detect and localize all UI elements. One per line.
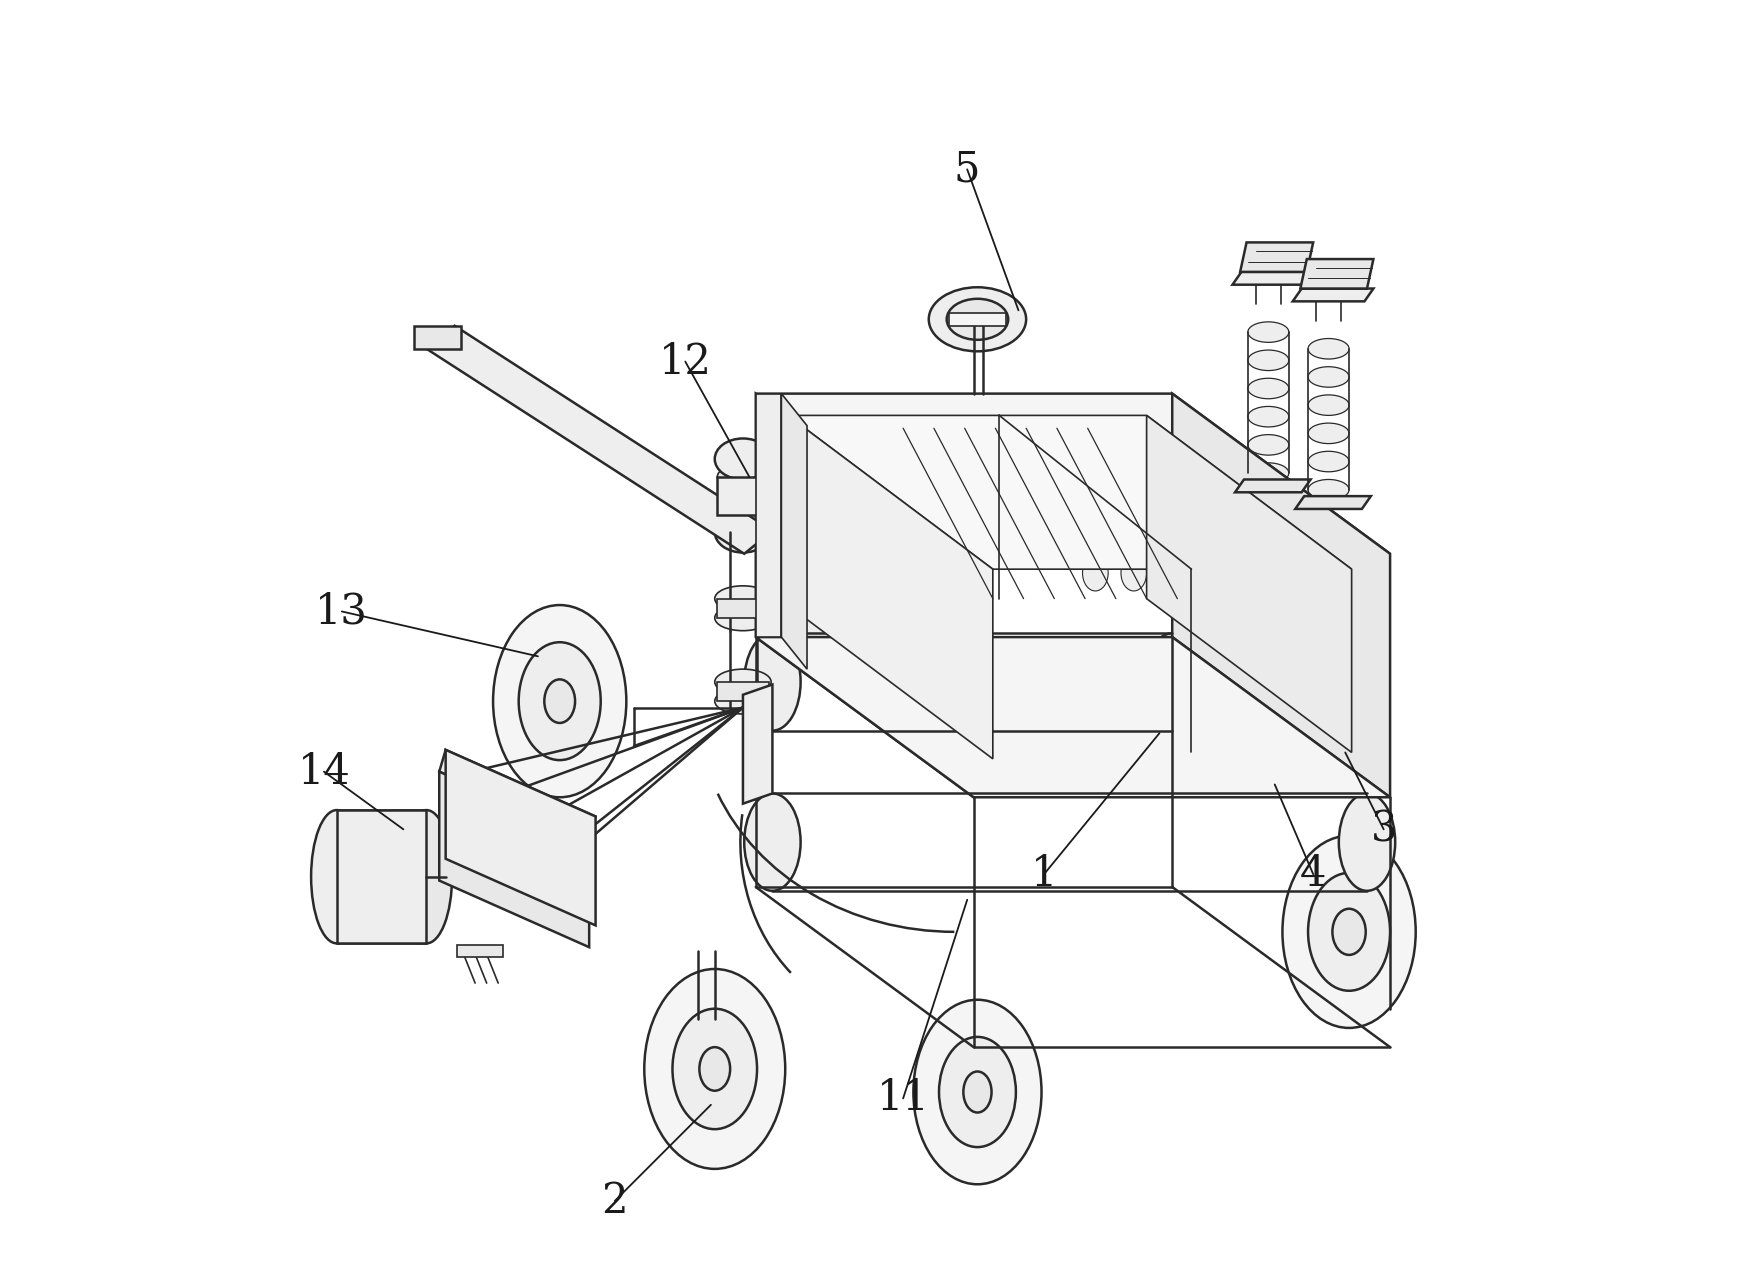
- Polygon shape: [426, 326, 772, 553]
- Ellipse shape: [1307, 367, 1350, 387]
- Ellipse shape: [544, 891, 565, 919]
- Ellipse shape: [1248, 322, 1288, 342]
- Text: 11: 11: [878, 1077, 930, 1120]
- Text: 14: 14: [298, 750, 351, 793]
- Ellipse shape: [813, 403, 942, 577]
- Polygon shape: [742, 685, 772, 803]
- Polygon shape: [756, 394, 781, 637]
- Text: 1: 1: [1030, 853, 1057, 896]
- Ellipse shape: [1307, 452, 1350, 472]
- Polygon shape: [414, 326, 462, 349]
- Ellipse shape: [718, 465, 769, 490]
- Ellipse shape: [1248, 435, 1288, 456]
- Polygon shape: [458, 945, 504, 958]
- Polygon shape: [788, 416, 1351, 569]
- Polygon shape: [718, 682, 769, 701]
- Ellipse shape: [714, 586, 770, 611]
- Ellipse shape: [834, 644, 876, 664]
- Polygon shape: [1295, 495, 1371, 508]
- Ellipse shape: [834, 610, 876, 631]
- Polygon shape: [718, 598, 769, 618]
- Ellipse shape: [1307, 395, 1350, 416]
- Polygon shape: [718, 477, 769, 515]
- Ellipse shape: [834, 677, 876, 698]
- Ellipse shape: [714, 511, 770, 552]
- Polygon shape: [337, 810, 426, 943]
- Text: 3: 3: [1371, 808, 1397, 851]
- Ellipse shape: [928, 287, 1027, 351]
- Polygon shape: [1300, 259, 1374, 288]
- Polygon shape: [1232, 272, 1313, 284]
- Polygon shape: [1241, 242, 1313, 272]
- Polygon shape: [1293, 288, 1374, 301]
- Ellipse shape: [1248, 463, 1288, 484]
- Ellipse shape: [834, 510, 876, 530]
- Ellipse shape: [939, 1037, 1016, 1147]
- Ellipse shape: [1339, 793, 1395, 891]
- Ellipse shape: [834, 577, 876, 597]
- Ellipse shape: [714, 439, 770, 480]
- Ellipse shape: [672, 1009, 756, 1129]
- Ellipse shape: [544, 680, 576, 723]
- Ellipse shape: [700, 1048, 730, 1090]
- Ellipse shape: [834, 444, 876, 465]
- Ellipse shape: [1332, 909, 1365, 955]
- Ellipse shape: [714, 605, 770, 631]
- Polygon shape: [446, 750, 595, 925]
- Ellipse shape: [837, 434, 918, 546]
- Ellipse shape: [1307, 480, 1350, 499]
- Ellipse shape: [1199, 555, 1223, 591]
- Ellipse shape: [1248, 350, 1288, 371]
- Ellipse shape: [311, 810, 362, 943]
- Ellipse shape: [1121, 555, 1146, 591]
- Ellipse shape: [535, 879, 574, 931]
- Ellipse shape: [644, 969, 784, 1169]
- Ellipse shape: [963, 1072, 992, 1112]
- Polygon shape: [439, 750, 595, 838]
- Polygon shape: [756, 637, 1390, 797]
- Ellipse shape: [1307, 338, 1350, 359]
- Text: 13: 13: [316, 591, 369, 632]
- Polygon shape: [1236, 480, 1311, 493]
- Ellipse shape: [834, 543, 876, 564]
- Ellipse shape: [1283, 835, 1416, 1028]
- Ellipse shape: [744, 633, 800, 731]
- Ellipse shape: [946, 299, 1007, 340]
- Ellipse shape: [834, 477, 876, 497]
- Text: 4: 4: [1300, 853, 1327, 896]
- Text: 12: 12: [658, 341, 713, 382]
- Ellipse shape: [913, 1000, 1041, 1184]
- Polygon shape: [756, 394, 1390, 553]
- Ellipse shape: [500, 858, 539, 910]
- Ellipse shape: [400, 810, 453, 943]
- Text: 2: 2: [602, 1180, 628, 1221]
- Ellipse shape: [1144, 633, 1200, 731]
- Polygon shape: [756, 394, 974, 797]
- Ellipse shape: [718, 502, 769, 528]
- Ellipse shape: [1248, 407, 1288, 427]
- Ellipse shape: [509, 870, 528, 898]
- Ellipse shape: [493, 605, 627, 797]
- Ellipse shape: [714, 689, 770, 714]
- Ellipse shape: [519, 642, 600, 761]
- Ellipse shape: [1083, 555, 1107, 591]
- Polygon shape: [949, 313, 1006, 326]
- Ellipse shape: [1307, 423, 1350, 444]
- Ellipse shape: [1307, 873, 1390, 991]
- Text: 5: 5: [955, 148, 981, 190]
- Polygon shape: [439, 772, 590, 947]
- Polygon shape: [1146, 416, 1351, 753]
- Ellipse shape: [1248, 378, 1288, 399]
- Ellipse shape: [714, 669, 770, 695]
- Ellipse shape: [1160, 555, 1185, 591]
- Polygon shape: [781, 394, 807, 669]
- Polygon shape: [788, 416, 993, 759]
- Polygon shape: [1172, 394, 1390, 797]
- Ellipse shape: [744, 793, 800, 891]
